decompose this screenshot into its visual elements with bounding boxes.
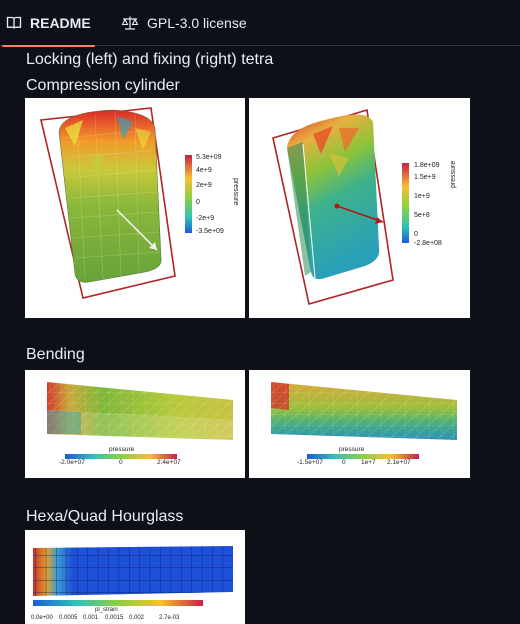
cbar-tick: 0.002 xyxy=(129,615,145,621)
cbar-tick: 1e+9 xyxy=(414,193,430,200)
tab-readme-label: README xyxy=(30,15,91,31)
heading-bending: Bending xyxy=(26,346,85,363)
cbar-tick: 0.0005 xyxy=(59,615,78,621)
cbar-tick: 1e+7 xyxy=(361,459,376,466)
tab-readme[interactable]: README xyxy=(2,0,95,47)
image-cylinder-locking: 5.3e+09 4e+9 2e+9 0 -2e+9 -3.5e+09 press… xyxy=(25,98,245,318)
cbar-tick: 5e+8 xyxy=(414,212,430,219)
cbar-title: pl_strain xyxy=(95,607,118,613)
cbar-tick: 0.001 xyxy=(83,615,99,621)
cbar-title: pressure xyxy=(232,178,239,205)
cbar-tick: -2.8e+08 xyxy=(414,240,442,247)
active-tab-indicator xyxy=(2,45,95,47)
cbar-tick: -2e+9 xyxy=(196,215,214,222)
cbar-tick: 0 xyxy=(119,459,123,466)
image-cylinder-fixing: 1.8e+09 1.5e+9 1e+9 5e+8 0 -2.8e+08 pres… xyxy=(249,98,470,318)
heading-locking: Locking (left) and fixing (right) tetra xyxy=(26,51,274,68)
cbar-title: pressure xyxy=(109,446,135,453)
cbar-tick: -2.0e+07 xyxy=(59,459,85,466)
cbar-tick: 1.5e+9 xyxy=(414,174,436,181)
image-hourglass: pl_strain 0.0e+00 0.0005 0.001 0.0015 0.… xyxy=(25,530,245,624)
cbar-tick: 0 xyxy=(414,231,418,238)
cbar-title: pressure xyxy=(339,446,365,453)
cbar-tick: 4e+9 xyxy=(196,167,212,174)
cbar-tick: 2.1e+07 xyxy=(387,459,411,466)
cbar-tick: 2e+9 xyxy=(196,182,212,189)
image-bending-fixing: pressure -1.5e+07 0 1e+7 2.1e+07 xyxy=(249,370,470,478)
tab-license[interactable]: GPL-3.0 license xyxy=(121,0,247,46)
cbar-tick: 0.0e+00 xyxy=(31,615,54,621)
cbar-tick: 1.8e+09 xyxy=(414,162,440,169)
book-icon xyxy=(6,16,22,29)
scale-icon xyxy=(121,16,139,30)
repo-tabs: README GPL-3.0 license xyxy=(0,0,520,47)
heading-hourglass: Hexa/Quad Hourglass xyxy=(26,508,184,525)
cbar-tick: 0.0015 xyxy=(105,615,124,621)
tab-license-label: GPL-3.0 license xyxy=(147,15,247,31)
cbar-tick: 0 xyxy=(196,199,200,206)
cbar-tick: -3.5e+09 xyxy=(196,228,224,235)
cbar-tick: -1.5e+07 xyxy=(297,459,323,466)
cbar-tick: 2.4e+07 xyxy=(157,459,181,466)
cbar-tick: 0 xyxy=(342,459,346,466)
cbar-tick: 2.7e-03 xyxy=(159,615,180,621)
image-bending-locking: pressure -2.0e+07 0 2.4e+07 xyxy=(25,370,245,478)
cbar-title: pressure xyxy=(450,161,457,188)
cbar-tick: 5.3e+09 xyxy=(196,154,222,161)
heading-compression: Compression cylinder xyxy=(26,77,180,94)
